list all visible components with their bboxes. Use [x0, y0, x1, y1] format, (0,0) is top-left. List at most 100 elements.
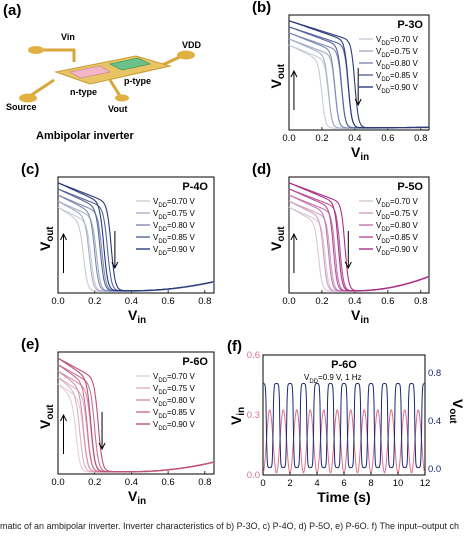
y-axis-label: Vout: [268, 63, 287, 88]
series-line-vout: [263, 383, 425, 469]
x-tick-label: 0.2: [315, 133, 328, 144]
legend-entry: VDD=0.70 V: [153, 372, 195, 384]
series-line: [57, 182, 215, 292]
chart-subtitle: VDD=0.9 V, 1 Hz: [304, 373, 362, 385]
x-tick-label: 10: [393, 478, 404, 489]
x-tick-label: 0.8: [414, 133, 427, 144]
chart-title: P-5O: [397, 181, 423, 193]
source-pad: [19, 93, 37, 103]
sweep-arrow-up-head: [60, 413, 67, 422]
vdd-pad: [177, 50, 195, 60]
vout-pad: [115, 94, 129, 102]
y-axis-label: Vout: [268, 226, 287, 251]
sweep-arrow-down-head: [111, 261, 119, 270]
plot-frame: [57, 176, 215, 294]
schematic-panel: (a) Vin VDD Source n-type p-type Vout Am…: [3, 2, 202, 142]
x-tick-label: 0.4: [348, 133, 361, 144]
figure-caption: matic of an ambipolar inverter. Inverter…: [0, 521, 460, 531]
legend-entry: VDD=0.80 V: [153, 221, 195, 233]
y-left-tick-label: 0.6: [247, 350, 260, 361]
x-tick-label: 0.0: [282, 296, 295, 307]
chart-title: P-3O: [397, 19, 423, 31]
y-left-axis-label: Vin: [228, 407, 247, 425]
x-tick-label: 0.2: [88, 296, 101, 307]
label-vdd: VDD: [182, 40, 202, 50]
x-tick-label: 12: [420, 478, 431, 489]
x-tick-label: 0.0: [51, 296, 64, 307]
panel-label-a: (a): [3, 2, 21, 19]
y-right-tick-label: 0.4: [428, 416, 441, 427]
legend-entry: VDD=0.90 V: [153, 420, 195, 432]
legend-entry: VDD=0.90 V: [153, 245, 195, 257]
legend-entry: VDD=0.85 V: [153, 233, 195, 245]
label-source: Source: [6, 102, 37, 112]
vin-trace: [40, 48, 76, 62]
schematic-caption: Ambipolar inverter: [36, 130, 135, 142]
x-tick-label: 0.8: [198, 296, 211, 307]
x-axis-label: Vin: [128, 307, 146, 326]
legend-entry: VDD=0.75 V: [376, 209, 418, 221]
plot-frame: [288, 14, 430, 131]
legend-entry: VDD=0.70 V: [376, 197, 418, 209]
legend-entry: VDD=0.90 V: [376, 245, 418, 257]
legend-entry: VDD=0.70 V: [153, 197, 195, 209]
x-axis-label: Vin: [351, 307, 369, 326]
panel-label: (e): [21, 336, 39, 353]
legend-entry: VDD=0.80 V: [376, 221, 418, 233]
x-tick-label: 6: [341, 478, 346, 489]
legend-entry: VDD=0.85 V: [153, 408, 195, 420]
plot-frame: [288, 176, 430, 294]
vout-trace: [108, 79, 122, 97]
x-tick-label: 0.6: [162, 296, 175, 307]
legend-entry: VDD=0.75 V: [376, 47, 418, 59]
x-tick-label: 0.2: [88, 477, 101, 488]
x-tick-label: 4: [314, 478, 319, 489]
y-axis-label: Vout: [37, 404, 56, 429]
chart-title: P-4O: [182, 181, 208, 193]
chart-title: P-6O: [182, 356, 208, 368]
panel-label: (b): [252, 0, 271, 16]
n-type-channel: [68, 65, 112, 79]
panel-label: (f): [227, 338, 242, 355]
legend-entry: VDD=0.70 V: [376, 35, 418, 47]
x-axis-label: Vin: [351, 144, 369, 163]
sweep-arrow-up-head: [60, 232, 67, 241]
label-p-type: p-type: [124, 76, 151, 86]
y-left-tick-label: 0.3: [247, 410, 260, 421]
plot-frame: [57, 351, 215, 475]
label-vin: Vin: [61, 32, 75, 42]
legend-entry: VDD=0.90 V: [376, 83, 418, 95]
series-line: [288, 182, 430, 292]
source-trace: [29, 78, 55, 98]
x-axis-label: Time (s): [317, 489, 370, 505]
label-vout: Vout: [108, 104, 127, 114]
legend-entry: VDD=0.75 V: [153, 384, 195, 396]
panel-label: (d): [252, 161, 271, 178]
y-right-tick-label: 0.0: [428, 464, 441, 475]
x-tick-label: 0.6: [381, 296, 394, 307]
x-tick-label: 2: [287, 478, 292, 489]
sweep-arrow-up-head: [290, 232, 298, 241]
y-right-axis-label: Vout: [447, 399, 466, 424]
legend-entry: VDD=0.75 V: [153, 209, 195, 221]
label-n-type: n-type: [70, 87, 97, 97]
x-tick-label: 0.6: [381, 133, 394, 144]
x-tick-label: 0.4: [125, 296, 138, 307]
legend-entry: VDD=0.80 V: [376, 59, 418, 71]
x-tick-label: 0: [260, 478, 265, 489]
sweep-arrow-down-head: [344, 261, 352, 270]
y-left-tick-label: 0.0: [247, 470, 260, 481]
panel-label: (c): [21, 161, 39, 178]
legend-entry: VDD=0.85 V: [376, 71, 418, 83]
x-tick-label: 0.8: [198, 477, 211, 488]
p-type-channel: [108, 57, 152, 71]
series-line: [57, 357, 215, 473]
sweep-arrow-down-head: [98, 442, 106, 451]
vin-pad: [28, 46, 44, 54]
